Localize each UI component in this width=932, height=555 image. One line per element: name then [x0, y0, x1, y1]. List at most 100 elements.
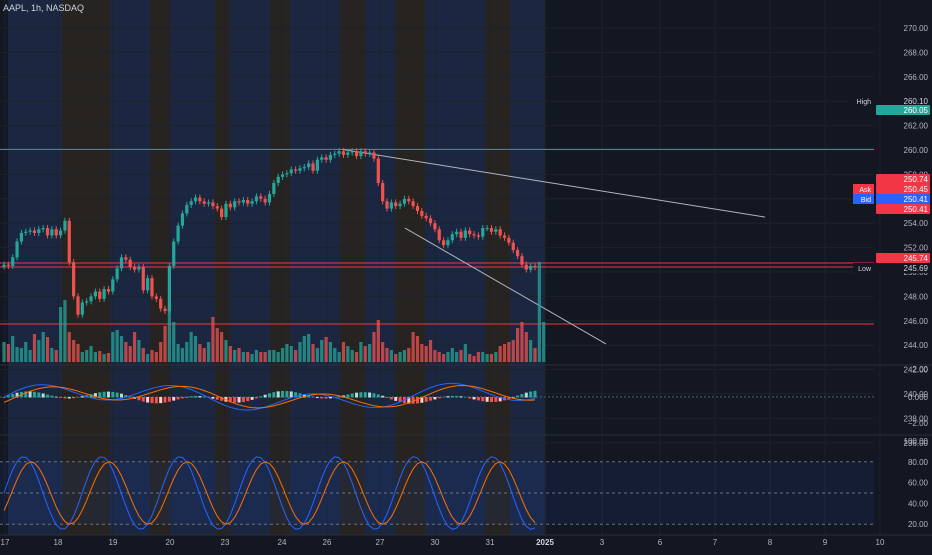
volume-bar — [85, 350, 89, 362]
price-badge — [876, 184, 930, 194]
volume-bar — [263, 352, 267, 362]
volume-bars — [2, 262, 546, 362]
candle — [237, 201, 241, 203]
macd-bar — [389, 397, 393, 400]
volume-bar — [115, 330, 119, 362]
volume-bar — [537, 262, 541, 362]
price-badge-value: 245.69 — [904, 264, 929, 273]
volume-bar — [354, 352, 359, 362]
candle — [189, 201, 193, 205]
candle — [89, 296, 93, 302]
candle — [19, 232, 24, 242]
candle — [463, 230, 467, 238]
rsi-tick-label: 100.00 — [904, 437, 929, 446]
volume-bar — [246, 352, 250, 362]
price-badge-label-bg — [853, 184, 874, 194]
candle — [2, 264, 6, 267]
volume-bar — [524, 332, 528, 362]
macd-bar — [302, 394, 306, 398]
volume-bar — [394, 354, 398, 362]
candle — [228, 203, 232, 208]
volume-bar — [280, 348, 285, 362]
macd-bar — [276, 391, 280, 398]
price-badge-label: High — [857, 99, 872, 106]
candle — [85, 301, 89, 303]
candle — [41, 228, 45, 230]
macd-bar — [72, 397, 76, 399]
macd-bar — [150, 397, 154, 404]
candle — [289, 169, 293, 174]
candle — [507, 237, 511, 243]
time-axis-label: 8 — [768, 538, 773, 547]
volume-bar — [193, 336, 198, 362]
candle — [394, 202, 398, 207]
macd-bar — [263, 394, 267, 398]
candle — [415, 206, 420, 211]
candle — [180, 213, 185, 226]
candle — [320, 157, 324, 160]
macd-bar — [420, 397, 424, 403]
candle — [67, 220, 71, 263]
stoch-d-line — [3, 461, 536, 525]
macd-bar — [450, 395, 454, 398]
volume-bar — [198, 344, 202, 362]
session-band — [485, 0, 510, 535]
price-tick-label: 238.00 — [904, 414, 929, 423]
time-axis-label: 7 — [713, 538, 718, 547]
price-badge-value: 260.05 — [904, 106, 929, 115]
candle — [167, 265, 171, 312]
price-tick-label: 260.00 — [904, 146, 929, 155]
volume-bar — [220, 332, 224, 362]
macd-bar — [511, 397, 515, 398]
macd-bar — [372, 393, 376, 398]
candle — [115, 268, 119, 280]
candle — [502, 235, 507, 238]
volume-bar — [2, 342, 6, 362]
macd-bar — [407, 397, 411, 404]
volume-bar — [341, 342, 346, 362]
candle — [198, 197, 202, 202]
rsi-tick-label: 40.00 — [908, 499, 929, 508]
macd-bar — [180, 397, 184, 399]
volume-bar — [450, 348, 454, 362]
candle — [407, 198, 411, 202]
macd-bar — [485, 397, 489, 402]
macd-bar — [529, 391, 533, 398]
time-axis-label: 19 — [109, 538, 118, 547]
candle — [402, 198, 407, 204]
volume-bar — [180, 348, 185, 362]
candle — [102, 289, 106, 299]
macd-bar — [368, 392, 372, 398]
macd-bar — [67, 397, 71, 399]
candle — [111, 279, 115, 292]
volume-bar — [272, 350, 276, 362]
macd-bar — [154, 397, 158, 404]
macd-bar — [6, 395, 10, 398]
volume-bar — [385, 348, 389, 362]
macd-bar — [215, 397, 219, 400]
candle — [494, 229, 498, 232]
macd-line — [3, 382, 536, 411]
volume-bar — [529, 340, 533, 362]
candle — [489, 228, 494, 232]
candle — [468, 230, 472, 235]
volume-bar — [128, 346, 132, 362]
macd-bar — [106, 391, 110, 398]
price-badge-label-bg — [848, 96, 874, 106]
volume-bar — [224, 340, 228, 362]
volume-bar — [289, 346, 293, 362]
candle — [498, 229, 502, 236]
candle — [272, 182, 276, 194]
rsi-band — [0, 461, 874, 525]
session-band — [290, 0, 340, 535]
macd-bar — [46, 394, 50, 398]
volume-bar — [415, 336, 420, 362]
volume-bar — [398, 352, 402, 362]
volume-bar — [250, 354, 254, 362]
macd-bar — [2, 397, 6, 398]
candle — [459, 231, 463, 238]
candle — [368, 152, 372, 154]
candle — [389, 202, 393, 209]
